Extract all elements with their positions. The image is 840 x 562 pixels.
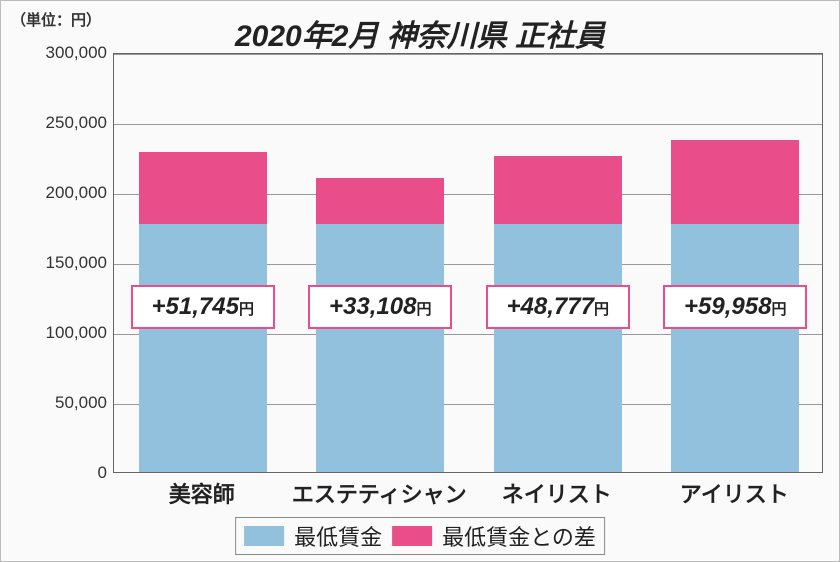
diff-value: +59,958	[684, 293, 771, 321]
diff-value: +51,745	[152, 293, 239, 321]
bar-diff-segment	[139, 152, 267, 224]
chart-title: 2020年2月 神奈川県 正社員	[235, 11, 605, 55]
ytick-label: 200,000	[46, 183, 107, 203]
diff-value-box: +59,958円	[663, 285, 807, 329]
diff-value-box: +51,745円	[131, 285, 275, 329]
diff-suffix: 円	[239, 298, 254, 319]
bar-diff-segment	[671, 140, 799, 224]
bar-base-segment	[316, 224, 444, 472]
bar-base-segment	[671, 224, 799, 472]
diff-value-box: +33,108円	[308, 285, 452, 329]
legend: 最低賃金 最低賃金との差	[235, 517, 605, 555]
diff-suffix: 円	[416, 298, 431, 319]
ytick-label: 150,000	[46, 253, 107, 273]
diff-value: +33,108	[329, 293, 416, 321]
diff-value-box: +48,777円	[486, 285, 630, 329]
legend-label: 最低賃金	[294, 520, 382, 552]
xtick-label: アイリスト	[680, 477, 789, 509]
diff-value: +48,777	[507, 293, 594, 321]
ytick-label: 100,000	[46, 323, 107, 343]
legend-swatch	[392, 526, 432, 546]
xtick-label: エステティシャン	[292, 477, 467, 509]
diff-suffix: 円	[594, 298, 609, 319]
xtick-label: 美容師	[169, 477, 235, 509]
diff-suffix: 円	[771, 298, 786, 319]
legend-swatch	[244, 526, 284, 546]
ytick-label: 300,000	[46, 43, 107, 63]
bar-base-segment	[494, 224, 622, 472]
ytick-label: 50,000	[55, 393, 107, 413]
legend-label: 最低賃金との差	[442, 520, 596, 552]
bar-diff-segment	[316, 178, 444, 224]
plot-area: +51,745円+33,108円+48,777円+59,958円	[113, 53, 823, 473]
unit-label: （単位：円）	[11, 9, 101, 30]
ytick-label: 250,000	[46, 113, 107, 133]
ytick-label: 0	[98, 463, 107, 483]
gridline	[114, 54, 822, 55]
bar-base-segment	[139, 224, 267, 472]
xtick-label: ネイリスト	[502, 477, 612, 509]
bar-diff-segment	[494, 156, 622, 224]
gridline	[114, 124, 822, 125]
